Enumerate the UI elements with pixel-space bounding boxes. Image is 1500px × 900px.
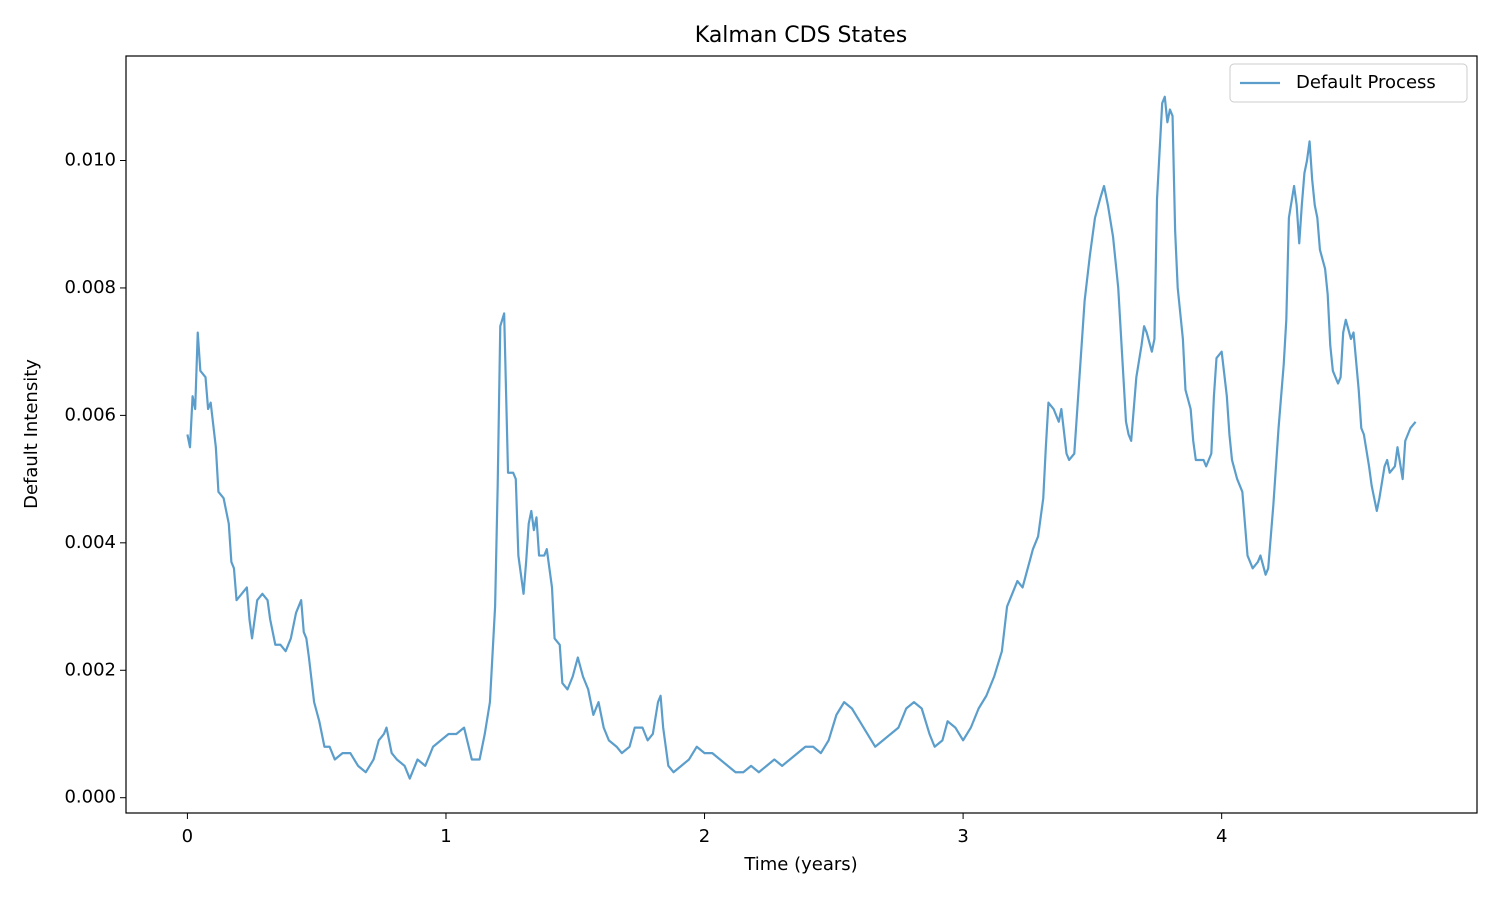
legend-label: Default Process <box>1296 72 1436 93</box>
y-tick-label: 0.002 <box>64 659 116 680</box>
x-tick-label: 1 <box>440 826 451 847</box>
plot-frame <box>125 55 1478 814</box>
data-line <box>186 95 1417 780</box>
legend: Default Process <box>1229 63 1468 103</box>
legend-box <box>1229 63 1468 103</box>
y-axis-label: Default Intensity <box>21 359 42 509</box>
x-tick-label: 0 <box>182 826 193 847</box>
y-tick-label: 0.008 <box>64 277 116 298</box>
x-axis-label: Time (years) <box>743 854 857 875</box>
y-tick-label: 0.000 <box>64 787 116 808</box>
chart-title: Kalman CDS States <box>695 23 907 48</box>
y-tick-label: 0.006 <box>64 404 116 425</box>
y-tick-label: 0.004 <box>64 532 116 553</box>
x-tick-label: 2 <box>699 826 710 847</box>
x-tick-label: 3 <box>957 826 968 847</box>
y-tick-label: 0.010 <box>64 150 116 171</box>
x-tick-label: 4 <box>1216 826 1227 847</box>
